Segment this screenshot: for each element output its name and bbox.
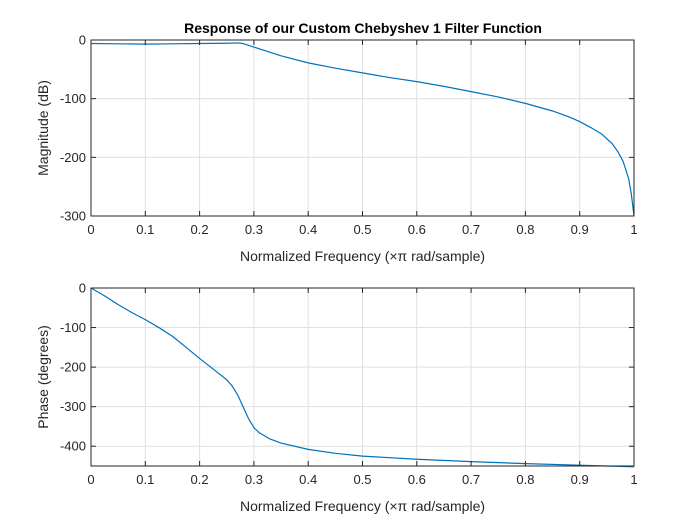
phase-x-tick-label: 0.8 bbox=[516, 472, 534, 487]
magnitude-x-tick-label: 0 bbox=[87, 222, 94, 237]
phase-x-tick-label: 0.5 bbox=[353, 472, 371, 487]
phase-y-tick-label: -300 bbox=[60, 399, 86, 414]
chart-title: Response of our Custom Chebyshev 1 Filte… bbox=[184, 20, 542, 36]
magnitude-x-tick-label: 0.4 bbox=[299, 222, 317, 237]
phase-x-tick-label: 0.2 bbox=[191, 472, 209, 487]
phase-y-tick-label: 0 bbox=[79, 281, 86, 296]
magnitude-x-tick-label: 0.8 bbox=[516, 222, 534, 237]
magnitude-x-tick-label: 0.9 bbox=[571, 222, 589, 237]
magnitude-x-tick-label: 0.7 bbox=[462, 222, 480, 237]
magnitude-y-tick-label: -200 bbox=[60, 150, 86, 165]
phase-series-line bbox=[90, 287, 635, 468]
phase-x-tick-label: 0.3 bbox=[245, 472, 263, 487]
magnitude-x-tick-label: 0.6 bbox=[408, 222, 426, 237]
phase-x-tick-label: 1 bbox=[630, 472, 637, 487]
magnitude-y-tick-label: -100 bbox=[60, 91, 86, 106]
magnitude-x-tick-label: 1 bbox=[630, 222, 637, 237]
magnitude-x-tick-label: 0.1 bbox=[136, 222, 154, 237]
phase-x-axis-label: Normalized Frequency (×π rad/sample) bbox=[240, 498, 485, 514]
magnitude-x-tick-label: 0.3 bbox=[245, 222, 263, 237]
phase-x-tick-label: 0.4 bbox=[299, 472, 317, 487]
magnitude-series-line bbox=[90, 42, 635, 217]
magnitude-x-tick-label: 0.5 bbox=[353, 222, 371, 237]
magnitude-x-tick-label: 0.2 bbox=[191, 222, 209, 237]
phase-x-tick-label: 0.7 bbox=[462, 472, 480, 487]
phase-y-tick-label: -100 bbox=[60, 320, 86, 335]
phase-x-tick-label: 0.9 bbox=[571, 472, 589, 487]
magnitude-y-axis-label: Magnitude (dB) bbox=[35, 80, 51, 176]
phase-y-tick-label: -200 bbox=[60, 360, 86, 375]
phase-x-tick-label: 0.1 bbox=[136, 472, 154, 487]
phase-y-tick-label: -400 bbox=[60, 439, 86, 454]
phase-y-axis-label: Phase (degrees) bbox=[35, 325, 51, 429]
phase-x-tick-label: 0 bbox=[87, 472, 94, 487]
phase-x-tick-label: 0.6 bbox=[408, 472, 426, 487]
magnitude-y-tick-label: 0 bbox=[79, 33, 86, 48]
magnitude-y-tick-label: -300 bbox=[60, 209, 86, 224]
magnitude-x-axis-label: Normalized Frequency (×π rad/sample) bbox=[240, 248, 485, 264]
